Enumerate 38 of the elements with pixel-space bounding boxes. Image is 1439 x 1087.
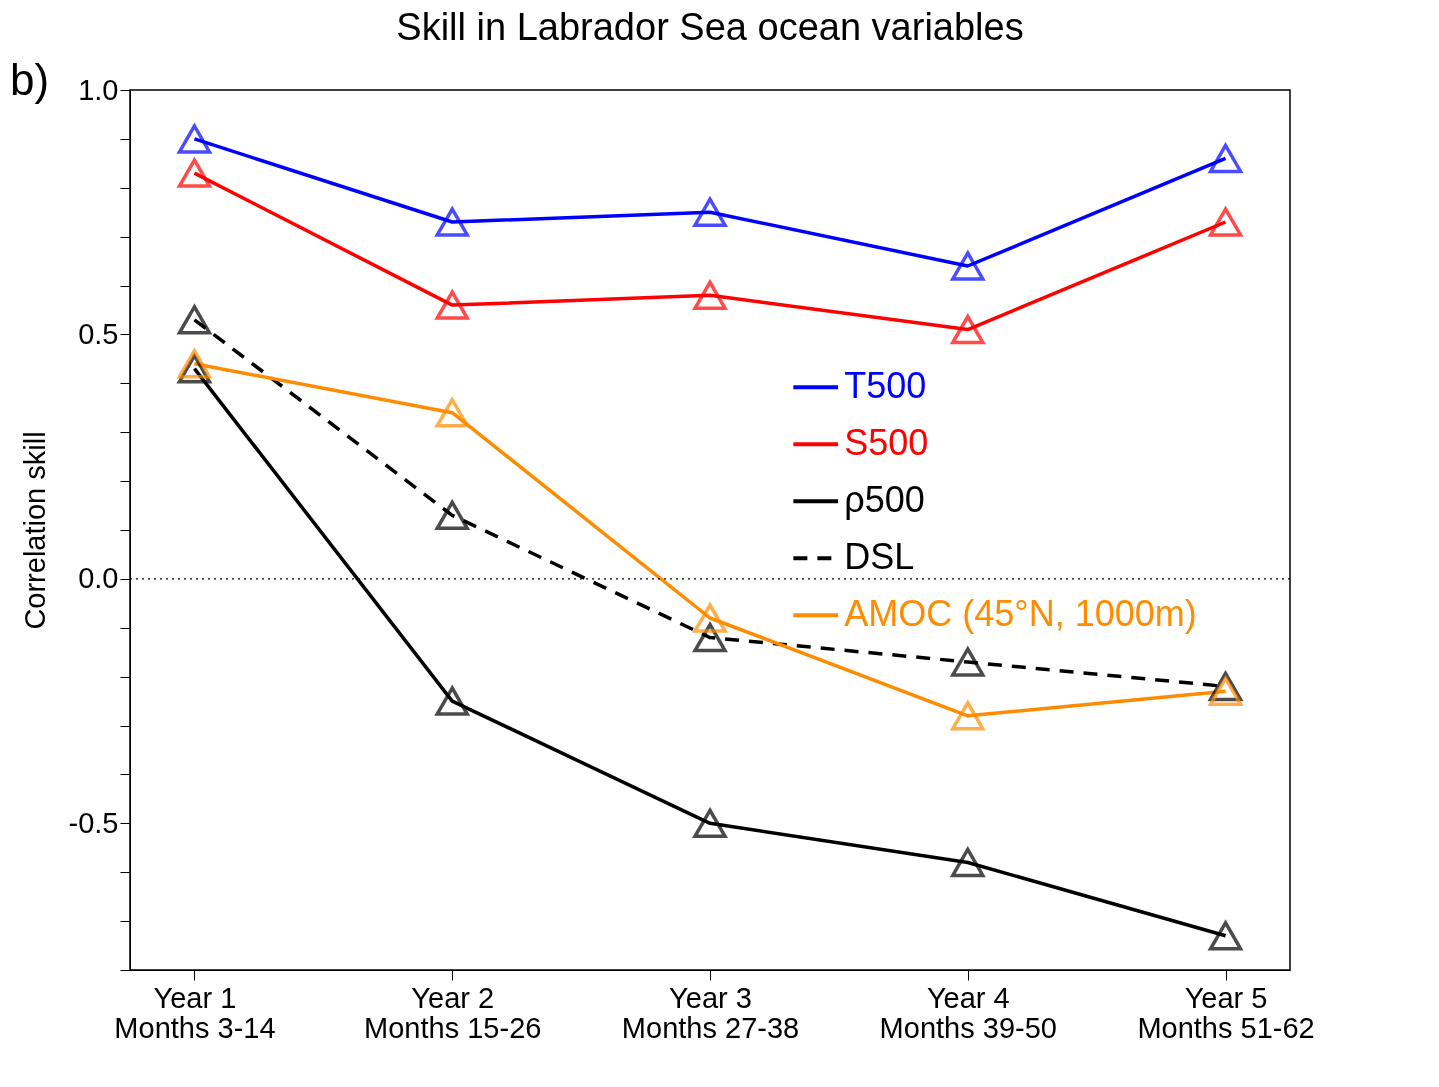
- legend-label: T500: [844, 365, 927, 407]
- point: [435, 686, 469, 716]
- y-tick-label: 1.0: [78, 73, 119, 106]
- point: [951, 314, 985, 345]
- x-tick-label: Year 2 Months 15-26: [364, 981, 542, 1044]
- point: [177, 158, 212, 188]
- x-tick-label: Year 1 Months 3-14: [114, 981, 276, 1044]
- text: b): [10, 55, 50, 104]
- point: [177, 305, 212, 335]
- point: [693, 197, 727, 227]
- point: [951, 647, 985, 677]
- point: [1208, 207, 1243, 237]
- point: [951, 251, 985, 281]
- y-axis-title: Correlation skill: [18, 431, 51, 630]
- point: [693, 808, 727, 839]
- x-tick-label: Year 5 Months 51-62: [1137, 981, 1315, 1044]
- legend-label: S500: [844, 422, 929, 464]
- point: [951, 847, 985, 878]
- point: [693, 280, 727, 311]
- legend-label: ρ500: [844, 479, 925, 521]
- legend-label: AMOC (45°N, 1000m): [844, 593, 1197, 635]
- point: [1208, 143, 1243, 174]
- x-tick-label: Year 4 Months 39-50: [879, 981, 1057, 1044]
- point: [435, 500, 469, 531]
- point: [693, 622, 727, 653]
- point: [435, 397, 469, 428]
- point: [1208, 921, 1243, 951]
- chart-title: Skill in Labrador Sea ocean variables: [396, 6, 1024, 48]
- point: [177, 124, 212, 154]
- x-tick-label: Year 3 Months 27-38: [621, 981, 800, 1044]
- point: [435, 290, 469, 320]
- point: [435, 207, 469, 237]
- y-tick-label: 0.0: [78, 562, 119, 595]
- point: [951, 701, 985, 731]
- point: [693, 603, 727, 633]
- y-tick-label: 0.5: [78, 317, 119, 350]
- y-tick-label: -0.5: [68, 806, 119, 839]
- legend-label: DSL: [844, 536, 915, 578]
